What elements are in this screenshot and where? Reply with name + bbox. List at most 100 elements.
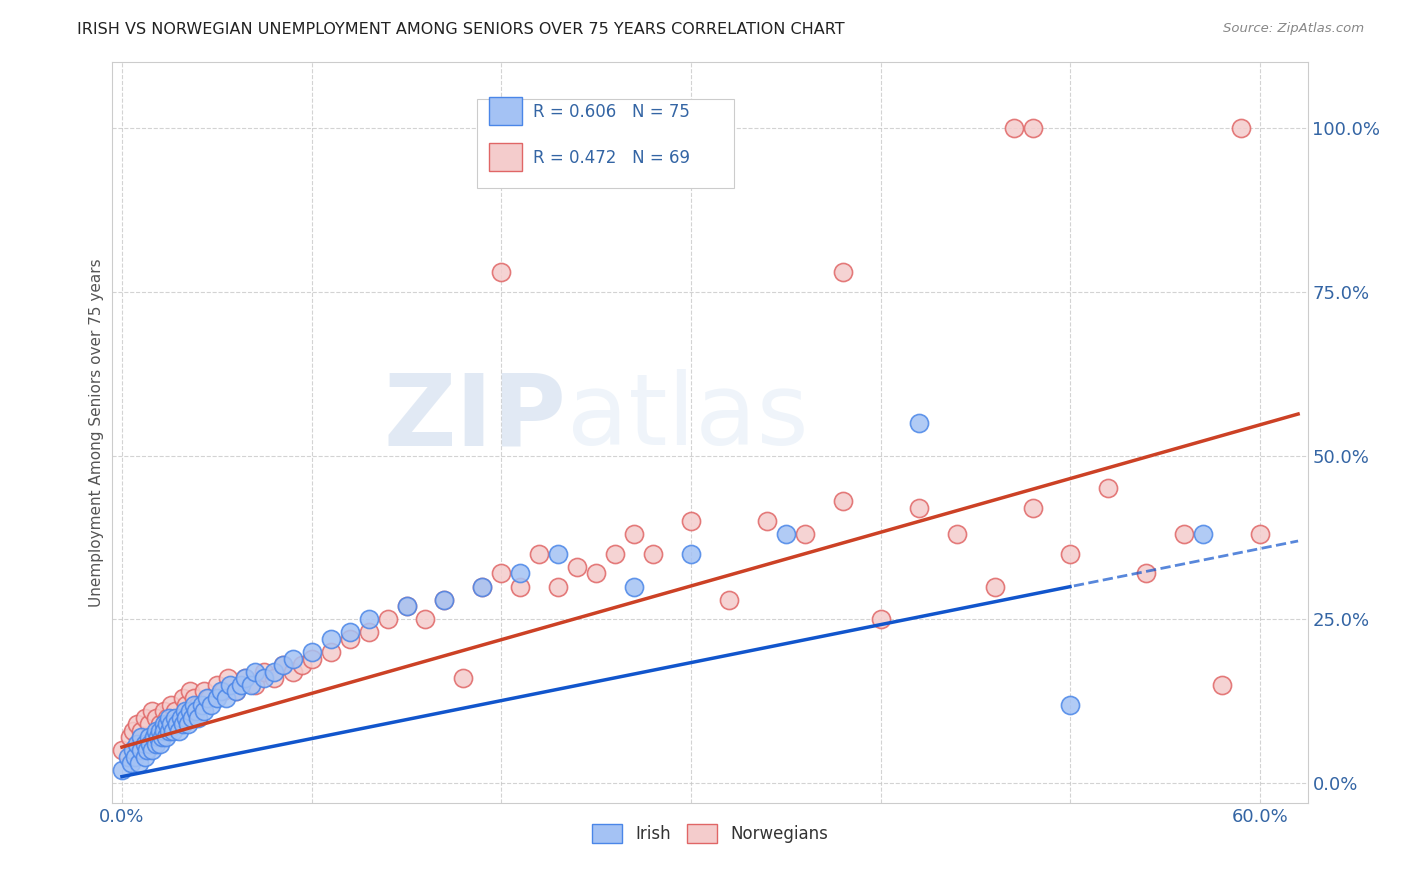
Point	[217, 671, 239, 685]
Point	[149, 717, 172, 731]
Point	[755, 514, 778, 528]
Point	[179, 684, 201, 698]
Point	[141, 704, 163, 718]
Point	[157, 723, 180, 738]
Point	[547, 580, 569, 594]
Point	[160, 717, 183, 731]
Point	[1097, 481, 1119, 495]
Point	[775, 527, 797, 541]
Point	[111, 763, 134, 777]
Point	[339, 632, 361, 646]
Point	[138, 717, 160, 731]
Point	[1135, 566, 1157, 581]
Text: R = 0.606   N = 75: R = 0.606 N = 75	[533, 103, 690, 121]
Point	[471, 580, 494, 594]
Point	[122, 723, 145, 738]
Point	[395, 599, 418, 614]
Point	[215, 690, 238, 705]
Point	[128, 756, 150, 771]
Point	[166, 717, 188, 731]
Point	[176, 698, 198, 712]
Point	[509, 566, 531, 581]
Point	[124, 750, 146, 764]
Point	[983, 580, 1005, 594]
Point	[547, 547, 569, 561]
Point	[225, 684, 247, 698]
Point	[149, 737, 172, 751]
Point	[281, 651, 304, 665]
Point	[181, 711, 204, 725]
Point	[120, 756, 142, 771]
FancyBboxPatch shape	[477, 99, 734, 188]
Point	[509, 580, 531, 594]
Point	[231, 678, 253, 692]
Text: IRISH VS NORWEGIAN UNEMPLOYMENT AMONG SENIORS OVER 75 YEARS CORRELATION CHART: IRISH VS NORWEGIAN UNEMPLOYMENT AMONG SE…	[77, 22, 845, 37]
Point	[129, 731, 152, 745]
Point	[176, 711, 198, 725]
Point	[152, 723, 174, 738]
Point	[271, 658, 294, 673]
Bar	[489, 143, 523, 171]
Point	[167, 711, 190, 725]
Point	[453, 671, 475, 685]
Point	[183, 698, 205, 712]
Point	[205, 690, 228, 705]
Text: Source: ZipAtlas.com: Source: ZipAtlas.com	[1223, 22, 1364, 36]
Point	[134, 737, 156, 751]
Point	[156, 717, 179, 731]
Point	[160, 698, 183, 712]
Point	[152, 717, 174, 731]
Point	[253, 665, 276, 679]
Point	[145, 711, 167, 725]
Point	[1021, 500, 1043, 515]
Point	[263, 665, 285, 679]
Point	[111, 743, 134, 757]
Point	[117, 750, 139, 764]
Point	[193, 704, 215, 718]
Point	[150, 731, 173, 745]
Text: R = 0.472   N = 69: R = 0.472 N = 69	[533, 149, 690, 167]
Point	[200, 698, 222, 712]
Point	[233, 671, 256, 685]
Point	[471, 580, 494, 594]
Point	[156, 711, 179, 725]
Point	[1059, 547, 1081, 561]
Point	[134, 750, 156, 764]
Point	[831, 494, 853, 508]
Point	[271, 658, 294, 673]
Point	[127, 737, 149, 751]
Point	[907, 416, 929, 430]
Point	[1211, 678, 1233, 692]
Point	[907, 500, 929, 515]
Point	[1173, 527, 1195, 541]
Point	[319, 645, 342, 659]
Point	[253, 671, 276, 685]
Point	[1249, 527, 1271, 541]
Point	[681, 547, 703, 561]
Point	[173, 704, 195, 718]
Point	[281, 665, 304, 679]
Point	[869, 612, 891, 626]
Point	[219, 678, 242, 692]
Point	[209, 684, 232, 698]
Y-axis label: Unemployment Among Seniors over 75 years: Unemployment Among Seniors over 75 years	[89, 259, 104, 607]
Point	[138, 731, 160, 745]
Point	[172, 717, 194, 731]
Point	[139, 737, 162, 751]
Point	[415, 612, 437, 626]
Point	[162, 723, 184, 738]
Point	[793, 527, 815, 541]
Point	[129, 743, 152, 757]
Point	[433, 592, 456, 607]
Point	[681, 514, 703, 528]
Point	[357, 612, 380, 626]
Point	[377, 612, 399, 626]
Point	[239, 678, 262, 692]
Point	[190, 698, 212, 712]
Text: ZIP: ZIP	[384, 369, 567, 467]
Point	[643, 547, 665, 561]
Point	[1059, 698, 1081, 712]
Point	[717, 592, 740, 607]
Point	[205, 678, 228, 692]
Point	[149, 723, 172, 738]
